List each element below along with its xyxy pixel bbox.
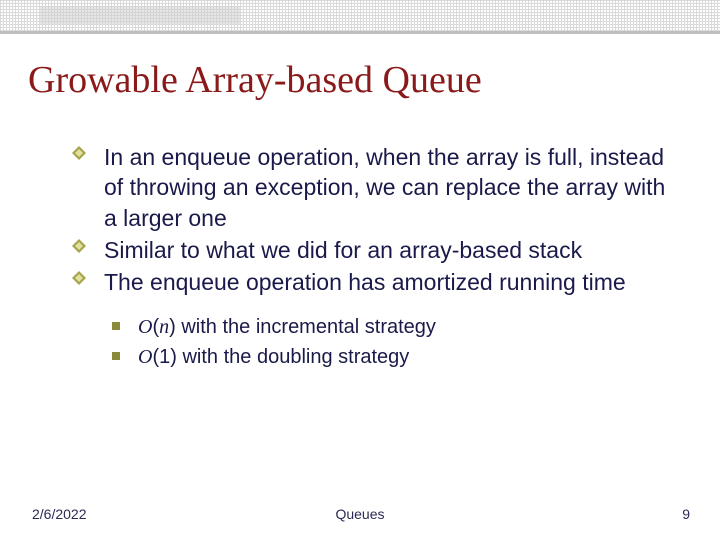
bullet-text: In an enqueue operation, when the array … [104,144,665,231]
diamond-bullet-icon [72,271,86,285]
slide-body: In an enqueue operation, when the array … [72,142,672,372]
bullet-item: The enqueue operation has amortized runn… [72,267,672,297]
bullet-item: In an enqueue operation, when the array … [72,142,672,233]
top-bar-accent [40,6,240,24]
sub-bullet-item: O(n) with the incremental strategy [112,312,672,342]
slide: Growable Array-based Queue In an enqueue… [0,0,720,540]
diamond-bullet-icon [72,239,86,253]
footer-center: Queues [0,506,720,522]
bullet-text: Similar to what we did for an array-base… [104,237,582,263]
footer-page-number: 9 [682,506,690,522]
sub-bullet-item: O(1) with the doubling strategy [112,342,672,372]
sub-bullet-text: O(1) with the doubling strategy [138,346,409,368]
diamond-bullet-icon [72,146,86,160]
bullet-text: The enqueue operation has amortized runn… [104,269,626,295]
bullet-item: Similar to what we did for an array-base… [72,235,672,265]
slide-title: Growable Array-based Queue [28,58,482,102]
sub-bullet-text: O(n) with the incremental strategy [138,316,436,338]
square-bullet-icon [112,322,120,330]
top-decorative-bar [0,0,720,34]
sub-bullet-list: O(n) with the incremental strategy O(1) … [112,312,672,372]
square-bullet-icon [112,352,120,360]
